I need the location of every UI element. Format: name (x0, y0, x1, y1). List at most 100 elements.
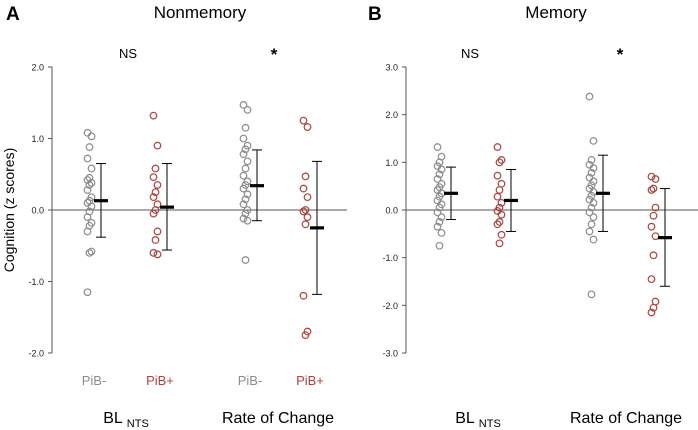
panel-a-title: Nonmemory (154, 3, 247, 22)
data-point (589, 177, 598, 186)
data-point (151, 188, 160, 197)
data-point (87, 132, 96, 141)
y-tick-label: -1.0 (28, 277, 44, 287)
data-point (497, 210, 506, 219)
data-point (243, 190, 252, 199)
data-point (301, 172, 310, 181)
data-point (239, 214, 248, 223)
panel-b-title: Memory (525, 3, 587, 22)
panel-letter-a: A (6, 4, 20, 25)
data-point (585, 227, 594, 236)
data-point (647, 222, 656, 231)
data-point (149, 111, 158, 120)
data-point (243, 157, 252, 166)
data-point (437, 165, 446, 174)
series-label: PiB- (82, 373, 107, 388)
data-point (433, 143, 442, 151)
data-point (493, 143, 502, 151)
data-point (587, 290, 596, 299)
y-tick-label: -2.0 (382, 301, 398, 311)
significance-label: * (271, 45, 278, 64)
data-point (647, 308, 656, 317)
data-point (435, 158, 444, 167)
data-point (303, 193, 312, 202)
data-point (651, 175, 660, 183)
data-point (495, 218, 504, 226)
y-tick-label: -2.0 (28, 349, 44, 359)
data-point (243, 105, 252, 114)
panel-nonmemory: A Nonmemory Cognition (z scores) 2.0 1.0 0… (1, 3, 347, 430)
data-point (299, 184, 308, 193)
y-axis-label: Cognition (z scores) (1, 148, 17, 273)
data-point (239, 150, 248, 159)
data-point (301, 331, 310, 340)
data-point (83, 154, 92, 163)
data-point (303, 123, 312, 131)
data-point (153, 141, 162, 150)
data-point (495, 239, 504, 248)
y-tick-label: 2.0 (31, 63, 44, 73)
data-point (651, 203, 660, 212)
data-point (83, 213, 92, 222)
data-point (587, 203, 596, 212)
data-point (647, 172, 656, 181)
significance-label: NS (119, 46, 137, 61)
data-point (87, 178, 96, 187)
series-label: PiB+ (146, 373, 174, 388)
data-point (493, 220, 502, 229)
y-tick-label: -1.0 (382, 253, 398, 263)
data-point (589, 235, 598, 244)
data-point (241, 145, 250, 154)
data-point (83, 288, 92, 297)
data-point (587, 191, 596, 200)
data-point (149, 193, 158, 202)
data-point (241, 256, 250, 264)
data-point (435, 241, 444, 250)
data-point (649, 251, 658, 260)
y-tick-label: 2.0 (385, 110, 398, 120)
data-point (497, 230, 506, 239)
data-point (83, 227, 92, 236)
data-point (493, 192, 502, 201)
data-point (301, 220, 310, 229)
data-point (303, 213, 312, 222)
data-point (433, 175, 442, 183)
data-point (83, 128, 92, 137)
data-point (497, 156, 506, 164)
series-label: PiB+ (296, 373, 324, 388)
data-point (585, 208, 594, 217)
data-point (241, 195, 250, 204)
data-point (241, 164, 250, 173)
data-point (87, 247, 96, 256)
data-point (587, 168, 596, 177)
data-point (495, 186, 504, 194)
data-point (301, 206, 310, 214)
data-point (87, 164, 96, 173)
panel-a-plot: 2.0 1.0 0.0 -1.0 -2.0 PiB- PiB+ PiB- PiB+ NS * BL NT… (28, 45, 347, 430)
data-point (589, 198, 598, 207)
data-point (649, 211, 658, 220)
group-label: Rate of Change (570, 410, 682, 427)
y-tick-label: 1.0 (31, 134, 44, 144)
group-label: BL NTS (103, 410, 149, 430)
data-point (241, 209, 250, 218)
series-label: PiB- (238, 373, 263, 388)
data-point (587, 156, 596, 164)
data-point (493, 171, 502, 180)
data-point (85, 143, 94, 151)
panel-b-plot: 3.0 2.0 1.0 0.0 -1.0 -2.0 -3.0 NS * BL NTS Rate of … (382, 45, 698, 430)
group-label: BL NTS (455, 410, 501, 430)
data-point (589, 213, 598, 222)
data-point (437, 228, 446, 237)
data-point (495, 158, 504, 167)
data-point (299, 207, 308, 216)
data-point (647, 275, 656, 284)
data-point (435, 192, 444, 201)
data-point (153, 181, 162, 189)
data-point (589, 164, 598, 172)
data-point (149, 209, 158, 218)
data-point (85, 181, 94, 189)
data-point (239, 184, 248, 193)
data-point (587, 220, 596, 229)
data-point (585, 92, 594, 101)
